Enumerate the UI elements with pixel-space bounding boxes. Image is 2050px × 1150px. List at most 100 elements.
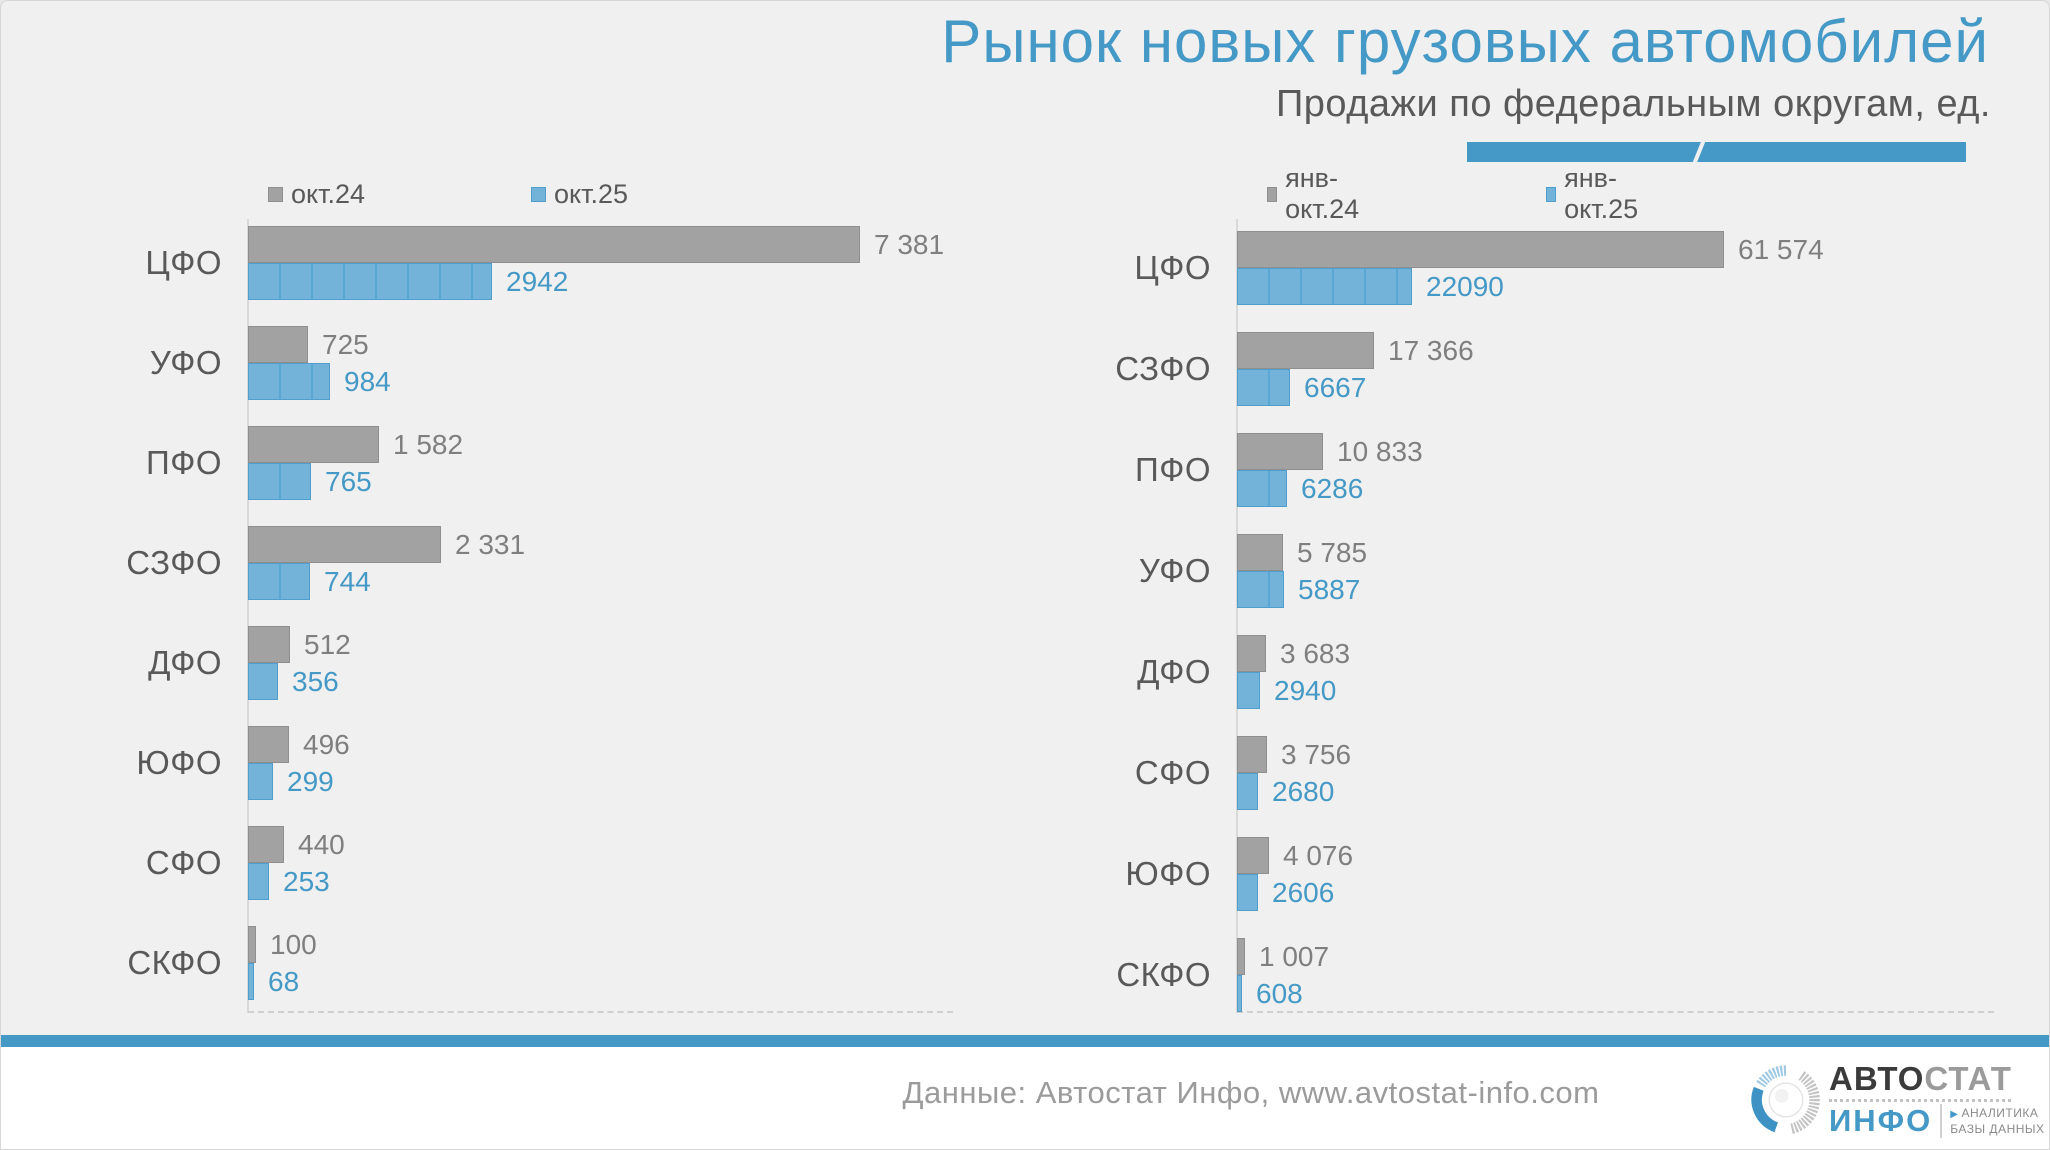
page-subtitle: Продажи по федеральным округам, ед. <box>1275 83 1991 125</box>
value-label: 22090 <box>1426 271 1504 302</box>
bar-янв-окт.24 <box>1237 534 1283 571</box>
value-label: 4 076 <box>1283 840 1354 871</box>
value-label: 984 <box>344 366 391 397</box>
value-label: 725 <box>322 329 369 360</box>
footer: Данные: Автостат Инфо, www.avtostat-info… <box>1 1047 2049 1149</box>
bar-янв-окт.25 <box>1237 369 1290 406</box>
value-label: 765 <box>325 466 372 497</box>
category-label: ДФО <box>148 644 222 681</box>
category-label: СКФО <box>1116 956 1211 993</box>
value-label: 3 683 <box>1280 638 1351 669</box>
category-label: СЗФО <box>126 544 222 581</box>
legend-label: окт.25 <box>554 178 629 209</box>
bar-окт.25 <box>248 963 254 1000</box>
value-label: 512 <box>304 629 351 660</box>
footer-divider-bar <box>1 1035 2049 1047</box>
value-label: 2680 <box>1272 776 1335 807</box>
logo-brand-avto: АВТО <box>1829 1060 1925 1097</box>
bar-окт.25 <box>248 363 330 400</box>
bar-янв-окт.24 <box>1237 332 1374 369</box>
legend-swatch-icon <box>1546 186 1557 202</box>
logo-brand-name: АВТОСТАТ <box>1829 1062 2045 1096</box>
bar-окт.24 <box>248 426 379 463</box>
bar-янв-окт.24 <box>1237 231 1724 268</box>
value-label: 6667 <box>1304 372 1367 403</box>
value-label: 10 833 <box>1337 436 1423 467</box>
value-label: 440 <box>298 829 345 860</box>
legend-item: янв-окт.24 <box>1267 163 1364 224</box>
banner-slash-decoration <box>1691 138 1706 166</box>
value-label: 61 574 <box>1738 234 1824 265</box>
legend-swatch-icon <box>531 186 546 202</box>
bar-окт.24 <box>248 326 308 363</box>
bar-окт.25 <box>248 863 269 900</box>
logo-brand-stat: СТАТ <box>1924 1060 2012 1097</box>
x-axis-baseline <box>248 1011 953 1013</box>
bar-окт.24 <box>248 826 284 863</box>
value-label: 17 366 <box>1388 335 1474 366</box>
category-label: СЗФО <box>1115 350 1211 387</box>
accent-banner <box>1467 138 1966 166</box>
legend-swatch-icon <box>1267 186 1278 202</box>
page-title: Рынок новых грузовых автомобилей <box>941 8 1989 75</box>
category-label: ПФО <box>146 444 222 481</box>
play-triangle-icon: ▶ <box>1950 1108 1959 1120</box>
bar-окт.24 <box>248 526 441 563</box>
value-label: 6286 <box>1301 473 1364 504</box>
value-label: 1 007 <box>1259 941 1330 972</box>
x-axis-baseline <box>1237 1011 1994 1013</box>
value-label: 5887 <box>1298 574 1361 605</box>
logo-separator <box>1940 1104 1943 1138</box>
bar-окт.25 <box>248 763 273 800</box>
bar-окт.24 <box>248 626 290 663</box>
category-label: ЮФО <box>136 744 222 781</box>
bar-янв-окт.25 <box>1237 571 1284 608</box>
bar-окт.24 <box>248 726 289 763</box>
y-axis-line <box>1236 219 1238 1013</box>
avtostat-info-logo: АВТОСТАТ ИНФО ▶ АНАЛИТИКА БАЗЫ ДАННЫХ <box>1751 1059 2044 1141</box>
category-label: УФО <box>1138 552 1211 589</box>
legend-label: окт.24 <box>291 178 366 209</box>
bar-окт.25 <box>248 663 278 700</box>
value-label: 299 <box>287 766 334 797</box>
legend-item: янв-окт.25 <box>1546 163 1643 224</box>
bar-янв-окт.24 <box>1237 837 1269 874</box>
value-label: 100 <box>270 929 317 960</box>
value-label: 356 <box>292 666 339 697</box>
bar-янв-окт.25 <box>1237 268 1412 305</box>
bar-янв-окт.25 <box>1237 470 1287 507</box>
data-source-text: Данные: Автостат Инфо, www.avtostat-info… <box>902 1075 1600 1110</box>
bar-янв-окт.24 <box>1237 635 1266 672</box>
category-label: УФО <box>149 344 222 381</box>
bar-янв-окт.25 <box>1237 874 1258 911</box>
value-label: 2 331 <box>455 529 526 560</box>
category-label: ЦФО <box>145 244 222 281</box>
category-label: СКФО <box>127 944 222 981</box>
legend-label: янв-окт.24 <box>1285 163 1360 224</box>
value-label: 3 756 <box>1281 739 1352 770</box>
bar-окт.25 <box>248 563 310 600</box>
category-label: ЦФО <box>1134 249 1211 286</box>
bar-янв-окт.25 <box>1237 773 1258 810</box>
legend-label: янв-окт.25 <box>1564 163 1639 224</box>
value-label: 68 <box>268 966 300 997</box>
bar-янв-окт.24 <box>1237 433 1323 470</box>
swirl-circle-icon <box>1751 1065 1820 1134</box>
category-label: СФО <box>145 844 222 881</box>
bar-янв-окт.24 <box>1237 938 1245 975</box>
logo-dotted-rule <box>1829 1099 2011 1102</box>
legend-item: окт.24 <box>268 178 366 209</box>
value-label: 5 785 <box>1297 537 1368 568</box>
bar-окт.24 <box>248 926 256 963</box>
bar-окт.25 <box>248 263 492 300</box>
logo-tagline-line2: БАЗЫ ДАННЫХ <box>1950 1121 2045 1136</box>
y-axis-line <box>247 219 249 1013</box>
value-label: 7 381 <box>874 229 945 260</box>
logo-tagline: ▶ АНАЛИТИКА БАЗЫ ДАННЫХ <box>1950 1106 2044 1137</box>
value-label: 496 <box>303 729 350 760</box>
value-label: 253 <box>283 866 330 897</box>
category-label: ЮФО <box>1125 855 1211 892</box>
bar-окт.24 <box>248 226 860 263</box>
bar-янв-окт.25 <box>1237 975 1242 1012</box>
